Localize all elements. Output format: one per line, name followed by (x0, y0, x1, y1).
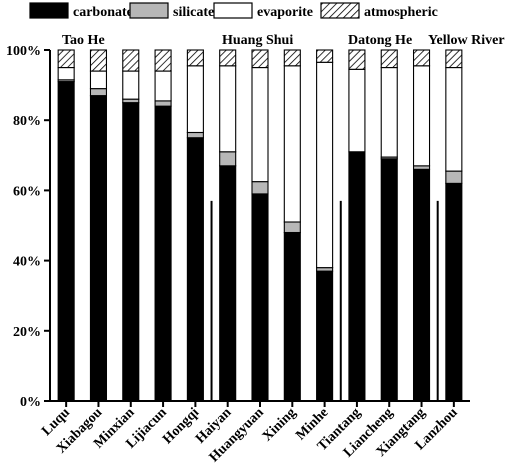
y-tick-label: 100% (6, 44, 41, 59)
bar-segment-atmospheric-lanzhou (445, 49, 463, 69)
bar-segment-carbonate-haiyan (219, 165, 237, 402)
group-label-tao-he: Tao He (62, 33, 105, 48)
bar-segment-evaporite-hongqi (186, 65, 204, 134)
bar-segment-carbonate-luqu (57, 81, 75, 402)
legend-label-carbonate: carbonate (73, 5, 133, 20)
bar-segment-carbonate-hongqi (186, 137, 204, 402)
bar-segment-carbonate-minxian (122, 102, 140, 402)
bar-segment-atmospheric-xiangtang (412, 49, 431, 67)
bar-segment-atmospheric-hongqi (186, 49, 204, 67)
bar-segment-carbonate-xining (283, 231, 301, 402)
bar-segment-carbonate-lanzhou (445, 182, 463, 402)
bar-segment-atmospheric-lijiacun (154, 49, 172, 72)
legend-swatch-atmospheric (320, 2, 360, 19)
bar-segment-evaporite-luqu (57, 67, 75, 81)
group-label-datong-he: Datong He (348, 33, 412, 48)
y-axis: 0% 20% 40% 60% 80% 100% (6, 44, 51, 410)
bar-segment-evaporite-xining (283, 65, 301, 223)
legend-label-silicate: silicate (173, 5, 214, 20)
bar-segment-carbonate-minhe (316, 270, 334, 402)
x-axis: LuquXiabagouMinxianLijiacunHongqiHaiyanH… (39, 400, 470, 465)
x-tick-label-hongqi: Hongqi (160, 405, 202, 447)
bar-segment-evaporite-xiabagou (89, 70, 108, 90)
bar-segment-silicate-haiyan (219, 151, 237, 167)
y-tick-label: 20% (13, 325, 41, 340)
bars (57, 49, 463, 402)
bar-segment-carbonate-xiabagou (89, 95, 108, 402)
legend-swatch-carbonate (29, 2, 69, 19)
legend-label-atmospheric: atmospheric (364, 5, 438, 20)
bar-segment-atmospheric-haiyan (219, 49, 237, 67)
bar-segment-evaporite-huangyuan (251, 67, 269, 183)
y-tick-label: 0% (20, 395, 41, 410)
bar-segment-evaporite-tiantang (348, 68, 366, 153)
bar-segment-carbonate-xiangtang (412, 168, 431, 402)
bar-segment-silicate-xiabagou (89, 88, 108, 97)
bar-segment-atmospheric-liancheng (380, 49, 398, 69)
group-label-yellow-river: Yellow River (428, 33, 505, 48)
bar-segment-carbonate-liancheng (380, 158, 398, 402)
group-separators (210, 200, 439, 401)
bar-segment-atmospheric-huangyuan (251, 49, 269, 69)
bar-segment-evaporite-lanzhou (445, 67, 463, 172)
bar-segment-atmospheric-luqu (57, 49, 75, 69)
bar-segment-evaporite-xiangtang (412, 65, 431, 167)
bar-segment-atmospheric-minxian (122, 49, 140, 72)
bar-segment-evaporite-minhe (316, 61, 334, 269)
bar-segment-silicate-hongqi (186, 131, 204, 139)
bar-segment-silicate-lijiacun (154, 100, 172, 107)
bar-segment-atmospheric-xining (283, 49, 301, 67)
legend-swatch-evaporite (213, 2, 253, 19)
bar-segment-atmospheric-tiantang (348, 49, 366, 70)
bar-segment-atmospheric-xiabagou (89, 49, 108, 72)
bar-segment-evaporite-minxian (122, 70, 140, 100)
bar-segment-silicate-xining (283, 221, 301, 234)
bar-segment-atmospheric-minhe (316, 49, 334, 63)
legend-swatch-silicate (129, 2, 169, 19)
legend: carbonate silicate evaporite atmospheric (29, 2, 438, 20)
bar-segment-silicate-lanzhou (445, 170, 463, 184)
legend-label-evaporite: evaporite (257, 5, 313, 20)
group-label-huang-shui: Huang Shui (222, 33, 293, 48)
y-tick-label: 80% (13, 114, 41, 129)
y-tick-label: 40% (13, 255, 41, 270)
bar-segment-evaporite-lijiacun (154, 70, 172, 102)
bar-segment-silicate-huangyuan (251, 181, 269, 195)
bar-segment-evaporite-haiyan (219, 65, 237, 153)
bar-segment-carbonate-lijiacun (154, 105, 172, 402)
bar-segment-carbonate-huangyuan (251, 193, 269, 402)
bar-segment-evaporite-liancheng (380, 67, 398, 158)
x-tick-label-xining: Xining (260, 405, 299, 444)
y-tick-label: 60% (13, 184, 41, 199)
bar-segment-carbonate-tiantang (348, 151, 366, 402)
river-group-labels: Tao He Huang Shui Datong He Yellow River (62, 33, 505, 48)
